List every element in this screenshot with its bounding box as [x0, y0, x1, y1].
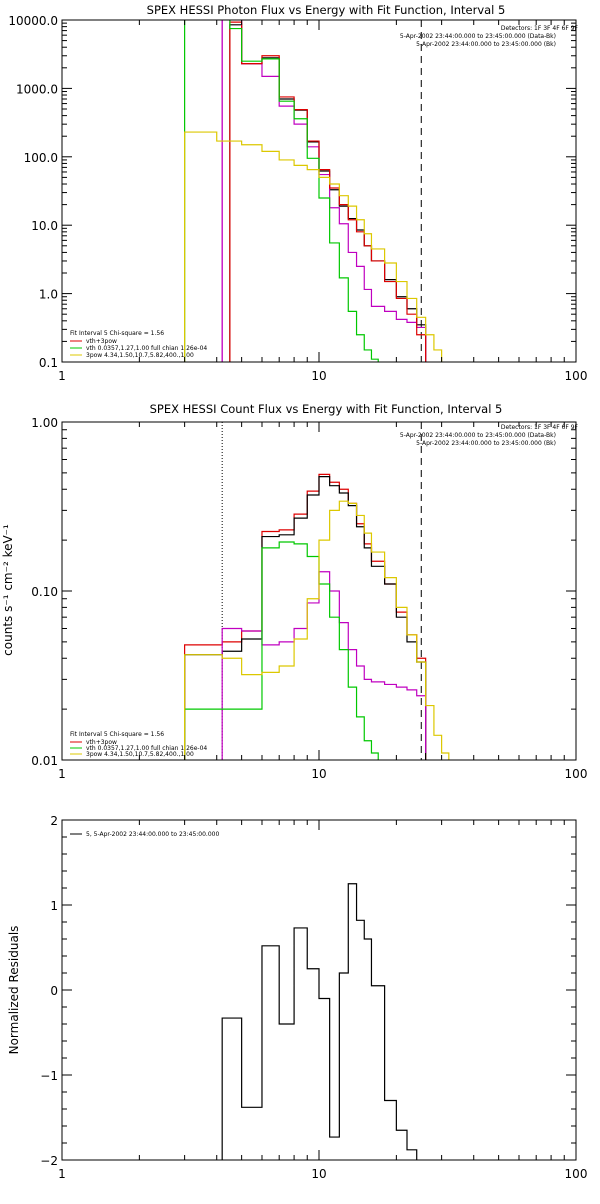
residuals-y-axis-label: Normalized Residuals	[7, 926, 21, 1055]
photon-series-1	[221, 20, 427, 362]
count-series-4	[184, 500, 450, 760]
photon-legend-item-1: vth 0.0357,1.27,1.00 full chian 1.26e-04	[70, 345, 207, 352]
count-data-layer	[184, 422, 450, 760]
residuals-y-tick-label-4: 2	[50, 814, 58, 828]
count-header-line-2: 5-Apr-2002 23:44:00.000 to 23:45:00.000 …	[400, 432, 556, 439]
photon-flux-title: SPEX HESSI Photon Flux vs Energy with Fi…	[147, 3, 506, 17]
residuals-x-tick-label-1: 10	[311, 1167, 326, 1181]
photon-y-tick-label-3: 100.0	[24, 151, 58, 165]
count-legend: vth+3pow vth 0.0357,1.27,1.00 full chian…	[70, 739, 207, 758]
residuals-series-0	[221, 883, 418, 1160]
count-series-2	[221, 571, 427, 760]
residuals-x-tick-label-2: 100	[565, 1167, 588, 1181]
count-legend-label-0: vth+3pow	[86, 739, 117, 746]
count-header-line-1: Detectors: 1F 3F 4F 6F 9F	[501, 424, 579, 431]
photon-x-tick-label-2: 100	[565, 369, 588, 383]
count-y-tick-label-2: 1.00	[31, 416, 58, 430]
photon-legend-item-0: vth+3pow	[70, 338, 117, 345]
photon-header-line-1: Detectors: 1F 3F 4F 6F 9F	[501, 25, 579, 32]
photon-series-4	[184, 131, 443, 362]
count-x-tick-label-1: 10	[311, 767, 326, 781]
photon-header-line-3: 5-Apr-2002 23:44:00.000 to 23:45:00.000 …	[416, 41, 556, 48]
residuals-y-tick-label-1: −1	[40, 1069, 58, 1083]
photon-series-2	[229, 21, 427, 362]
photon-header-line-2: 5-Apr-2002 23:44:00.000 to 23:45:00.000 …	[400, 33, 556, 40]
photon-x-tick-label-0: 1	[58, 369, 66, 383]
count-header-line-3: 5-Apr-2002 23:44:00.000 to 23:45:00.000 …	[416, 440, 556, 447]
residuals-data-layer	[221, 883, 418, 1160]
count-legend-item-2: 3pow 4.34,1.50,10.7,5.82,400.,1.00	[70, 751, 194, 758]
count-x-tick-label-2: 100	[565, 767, 588, 781]
count-y-axis-label: counts s⁻¹ cm⁻² keV⁻¹	[1, 524, 15, 656]
photon-legend-label-2: 3pow 4.34,1.50,10.7,5.82,400.,1.00	[86, 352, 194, 359]
photon-data-layer	[184, 20, 443, 362]
count-legend-label-1: vth 0.0357,1.27,1.00 full chian 1.26e-04	[86, 745, 207, 752]
photon-y-tick-label-4: 1000.0	[16, 82, 58, 96]
photon-legend-header: Fit Interval 5 Chi-square = 1.56	[70, 330, 164, 337]
photon-y-tick-label-0: 0.1	[39, 356, 58, 370]
residuals-legend-label-0: 5, 5-Apr-2002 23:44:00.000 to 23:45:00.0…	[86, 831, 219, 838]
count-x-tick-label-0: 1	[58, 767, 66, 781]
count-legend-label-2: 3pow 4.34,1.50,10.7,5.82,400.,1.00	[86, 751, 194, 758]
count-y-tick-label-0: 0.01	[31, 754, 58, 768]
count-legend-header: Fit Interval 5 Chi-square = 1.56	[70, 731, 164, 738]
photon-x-tick-label-1: 10	[311, 369, 326, 383]
count-series-3	[184, 541, 379, 760]
photon-y-tick-label-2: 10.0	[31, 219, 58, 233]
residuals-y-tick-label-2: 0	[50, 984, 58, 998]
residuals-legend: 5, 5-Apr-2002 23:44:00.000 to 23:45:00.0…	[70, 831, 219, 838]
count-flux-panel: SPEX HESSI Count Flux vs Energy with Fit…	[1, 402, 588, 781]
count-y-tick-label-1: 0.10	[31, 585, 58, 599]
photon-flux-panel: SPEX HESSI Photon Flux vs Energy with Fi…	[8, 3, 588, 383]
residuals-y-tick-label-0: −2	[40, 1154, 58, 1168]
residuals-x-tick-label-0: 1	[58, 1167, 66, 1181]
count-flux-title: SPEX HESSI Count Flux vs Energy with Fit…	[150, 402, 503, 416]
count-legend-item-0: vth+3pow	[70, 739, 117, 746]
photon-legend: vth+3pow vth 0.0357,1.27,1.00 full chian…	[70, 338, 207, 359]
photon-series-0	[229, 24, 427, 362]
residuals-legend-item-0: 5, 5-Apr-2002 23:44:00.000 to 23:45:00.0…	[70, 831, 219, 838]
photon-legend-label-1: vth 0.0357,1.27,1.00 full chian 1.26e-04	[86, 345, 207, 352]
photon-legend-item-2: 3pow 4.34,1.50,10.7,5.82,400.,1.00	[70, 352, 194, 359]
residuals-panel: Normalized Residuals 5, 5-Apr-2002 23:44…	[7, 814, 588, 1181]
residuals-y-tick-label-3: 1	[50, 899, 58, 913]
photon-series-3	[184, 20, 379, 362]
photon-legend-label-0: vth+3pow	[86, 338, 117, 345]
count-legend-item-1: vth 0.0357,1.27,1.00 full chian 1.26e-04	[70, 745, 207, 752]
photon-y-tick-label-1: 1.0	[39, 288, 58, 302]
photon-y-tick-label-5: 10000.0	[8, 14, 58, 28]
